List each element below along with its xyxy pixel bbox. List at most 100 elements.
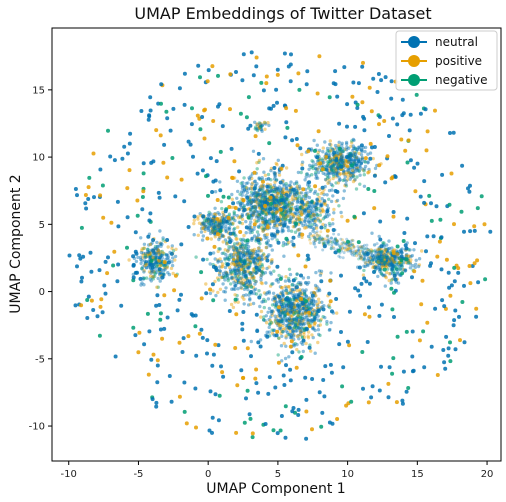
point-neutral xyxy=(290,201,294,205)
point-negative xyxy=(337,146,342,151)
point-neutral xyxy=(241,338,246,343)
point-neutral xyxy=(263,191,267,196)
point-positive xyxy=(253,218,257,222)
point-negative xyxy=(247,199,252,203)
point-negative xyxy=(100,183,105,188)
point-neutral xyxy=(392,315,396,319)
point-negative xyxy=(163,264,167,268)
point-neutral xyxy=(272,328,276,332)
point-neutral xyxy=(254,127,259,131)
point-positive xyxy=(232,159,237,164)
point-positive xyxy=(325,228,330,233)
point-negative xyxy=(294,221,298,226)
point-neutral xyxy=(289,209,293,213)
point-negative xyxy=(245,388,250,393)
point-neutral xyxy=(278,320,283,324)
point-positive xyxy=(127,168,132,173)
point-positive xyxy=(280,310,284,315)
point-neutral xyxy=(363,145,368,150)
point-neutral xyxy=(292,342,296,347)
point-neutral xyxy=(261,88,266,93)
point-positive xyxy=(246,269,250,274)
point-positive xyxy=(265,188,269,193)
point-neutral xyxy=(283,310,287,315)
point-neutral xyxy=(304,281,308,285)
point-neutral xyxy=(149,262,154,267)
point-neutral xyxy=(208,229,213,233)
point-neutral xyxy=(249,186,253,191)
point-neutral xyxy=(299,199,304,204)
point-neutral xyxy=(237,208,241,212)
point-positive xyxy=(265,189,269,193)
point-neutral xyxy=(318,273,323,277)
point-negative xyxy=(315,213,320,217)
point-positive xyxy=(273,212,277,216)
point-neutral xyxy=(254,215,259,219)
point-neutral xyxy=(361,386,365,391)
point-neutral xyxy=(297,294,301,298)
point-neutral xyxy=(95,314,100,319)
point-positive xyxy=(298,333,302,337)
point-positive xyxy=(223,219,228,224)
point-negative xyxy=(395,244,400,249)
point-neutral xyxy=(286,310,290,315)
point-neutral xyxy=(272,183,277,187)
point-neutral xyxy=(75,264,79,269)
point-neutral xyxy=(240,321,245,326)
point-neutral xyxy=(275,300,279,305)
point-neutral xyxy=(310,313,314,317)
point-neutral xyxy=(379,364,383,369)
point-negative xyxy=(257,225,261,230)
point-neutral xyxy=(288,296,292,301)
point-neutral xyxy=(108,154,113,159)
point-positive xyxy=(259,249,264,253)
point-positive xyxy=(276,191,281,196)
point-positive xyxy=(318,161,323,166)
point-negative xyxy=(97,333,102,338)
point-neutral xyxy=(251,212,255,216)
point-negative xyxy=(256,191,260,195)
point-positive xyxy=(259,226,264,230)
point-neutral xyxy=(356,288,361,293)
point-negative xyxy=(277,190,281,194)
point-positive xyxy=(270,210,274,214)
point-neutral xyxy=(341,241,345,245)
chart-title: UMAP Embeddings of Twitter Dataset xyxy=(134,4,431,23)
point-positive xyxy=(399,137,404,142)
point-negative xyxy=(252,278,256,282)
point-neutral xyxy=(287,194,291,198)
point-negative xyxy=(380,249,384,253)
point-neutral xyxy=(173,194,178,199)
point-positive xyxy=(157,259,161,263)
point-positive xyxy=(260,220,265,224)
point-neutral xyxy=(267,375,272,380)
point-neutral xyxy=(307,319,311,323)
point-neutral xyxy=(476,280,481,285)
point-neutral xyxy=(249,200,253,204)
point-neutral xyxy=(298,220,302,224)
point-positive xyxy=(255,191,259,195)
point-neutral xyxy=(257,203,261,207)
point-negative xyxy=(306,186,311,190)
point-positive xyxy=(300,293,304,297)
point-positive xyxy=(360,100,365,105)
point-neutral xyxy=(310,310,315,314)
point-neutral xyxy=(262,190,266,194)
point-neutral xyxy=(264,219,268,223)
point-positive xyxy=(289,187,293,192)
point-negative xyxy=(238,215,243,220)
point-negative xyxy=(257,213,262,217)
point-neutral xyxy=(284,297,289,302)
point-neutral xyxy=(366,152,370,156)
point-neutral xyxy=(241,52,246,57)
point-neutral xyxy=(253,183,258,187)
point-negative xyxy=(479,194,484,199)
point-neutral xyxy=(249,198,253,202)
point-neutral xyxy=(456,270,461,275)
point-neutral xyxy=(294,329,298,333)
point-positive xyxy=(162,260,167,265)
point-negative xyxy=(340,384,345,389)
point-neutral xyxy=(216,211,220,215)
